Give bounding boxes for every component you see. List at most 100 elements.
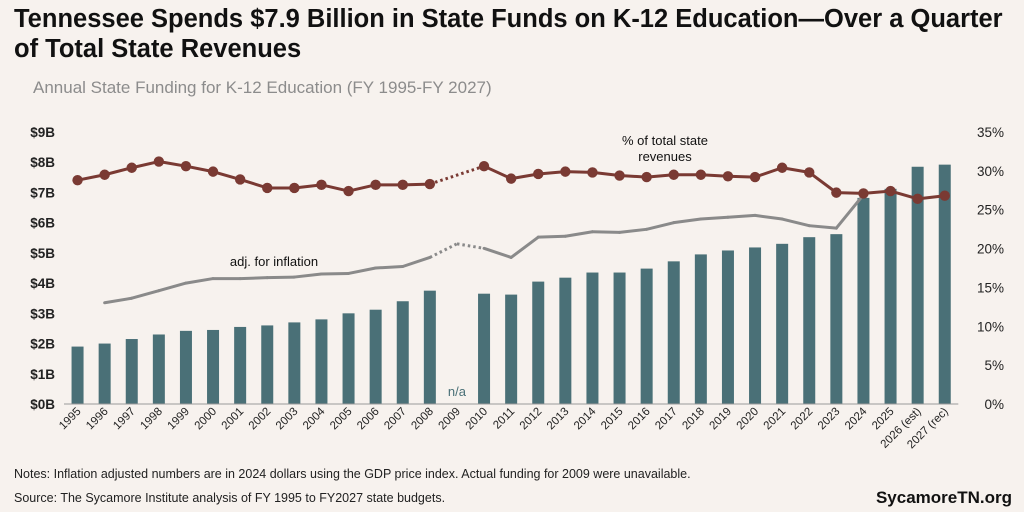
x-axis-tick-label: 2010 — [464, 406, 491, 433]
x-axis-tick-label: 2003 — [274, 406, 301, 433]
x-axis-tick-label: 1997 — [111, 406, 138, 433]
bar — [179, 330, 192, 404]
inflation-line-segment — [401, 255, 432, 268]
inflation-line-segment — [509, 235, 540, 259]
pct-revenue-point — [668, 169, 679, 180]
inflation-line-segment — [130, 289, 161, 300]
bar — [559, 277, 572, 404]
x-axis-tick-label: 2007 — [382, 406, 409, 433]
bar — [207, 329, 220, 404]
left-axis-tick-label: $7B — [30, 185, 55, 200]
bar — [342, 313, 355, 404]
right-axis-tick-label: 20% — [977, 242, 1004, 257]
inflation-line-segment — [347, 266, 378, 275]
chart-source: Source: The Sycamore Institute analysis … — [14, 491, 446, 505]
bar — [694, 254, 707, 404]
bar — [71, 346, 84, 404]
x-axis-tick-label: 2000 — [193, 406, 220, 433]
pct-revenue-point — [262, 182, 273, 194]
pct-revenue-point — [397, 179, 408, 191]
inflation-line-segment — [699, 215, 730, 221]
pct-revenue-point — [234, 174, 246, 185]
x-axis-tick-label: 2015 — [599, 406, 626, 433]
x-axis-tick-label: 2013 — [545, 406, 572, 433]
right-axis-tick-label: 10% — [977, 319, 1004, 334]
pct-revenue-point — [153, 156, 165, 167]
chart-notes: Notes: Inflation adjusted numbers are in… — [14, 467, 691, 481]
x-axis-tick-label: 2021 — [762, 406, 789, 433]
pct-revenue-point — [72, 174, 83, 186]
inflation-line-segment — [726, 213, 757, 219]
pct-revenue-line-segment — [429, 164, 485, 186]
bar — [234, 326, 247, 404]
inflation-line-segment — [645, 221, 676, 231]
right-axis-tick-label: 0% — [984, 397, 1004, 412]
pct-revenue-point — [343, 185, 354, 197]
x-axis-tick-label: 2011 — [491, 406, 517, 432]
bar — [911, 166, 924, 404]
inflation-line-segment — [456, 242, 485, 250]
bar — [125, 339, 138, 404]
inflation-line-segment — [753, 213, 784, 221]
left-axis-tick-label: $8B — [30, 155, 55, 170]
x-axis-tick-label: 2005 — [328, 406, 355, 433]
left-axis-tick-label: $1B — [30, 367, 55, 382]
right-axis-tick-label: 35% — [977, 125, 1004, 140]
left-axis-tick-label: $2B — [30, 337, 55, 352]
inflation-line-segment — [563, 230, 594, 238]
x-axis-tick-label: 1999 — [165, 406, 192, 433]
bar — [478, 293, 491, 404]
x-axis-tick-label: 2012 — [518, 406, 545, 433]
pct-revenue-line-segment — [807, 170, 838, 195]
inflation-line-segment — [429, 242, 458, 259]
x-axis-tick-label: 2023 — [816, 406, 843, 433]
inflation-line-segment — [618, 227, 649, 234]
bar — [315, 319, 328, 404]
bar — [640, 268, 653, 404]
pct-revenue-point — [912, 193, 923, 205]
bar — [288, 322, 301, 404]
x-axis-tick-label: 2006 — [355, 406, 382, 433]
x-axis-tick-label: 2018 — [680, 406, 707, 433]
x-axis-tick-label: 2020 — [735, 406, 762, 433]
inflation-line-segment — [157, 281, 188, 293]
pct-revenue-point — [641, 171, 652, 183]
inflation-line-segment — [672, 217, 703, 225]
brand-logo-text: SycamoreTN.org — [875, 488, 1012, 507]
bar — [749, 247, 762, 404]
x-axis-tick-label: 2017 — [653, 406, 680, 433]
chart-subtitle: Annual State Funding for K-12 Education … — [33, 78, 492, 97]
pct-revenue-point — [370, 179, 381, 191]
bar — [261, 325, 274, 404]
bar — [857, 197, 870, 404]
bar — [152, 334, 165, 404]
pct-revenue-point — [804, 167, 815, 178]
bar — [369, 309, 382, 404]
inflation-line-segment — [590, 230, 622, 234]
left-axis-tick-label: $3B — [30, 306, 55, 321]
inflation-line-segment — [319, 271, 351, 276]
left-axis-tick-label: $4B — [30, 276, 55, 291]
x-axis-tick-label: 2002 — [247, 406, 274, 433]
pct-revenue-point — [99, 169, 110, 180]
pct-revenue-point — [180, 160, 192, 172]
bar — [776, 243, 789, 404]
inflation-line-segment — [482, 246, 513, 259]
bar — [938, 164, 951, 404]
inflation-line-segment — [374, 264, 405, 270]
pct-revenue-point — [885, 185, 896, 197]
bar — [532, 281, 545, 404]
pct-revenue-point — [505, 173, 517, 184]
left-axis-tick-label: $5B — [30, 246, 55, 261]
inflation-line-segment — [265, 275, 296, 280]
x-axis-tick-label: 1995 — [57, 406, 84, 433]
inflation-line-segment — [807, 224, 838, 230]
inflation-line-segment — [292, 272, 323, 279]
x-axis-tick-label: 2008 — [409, 406, 436, 433]
right-axis-tick-label: 30% — [977, 164, 1004, 179]
x-axis-tick-label: 2022 — [789, 406, 816, 433]
x-axis-tick-label: 2024 — [843, 405, 870, 432]
pct-revenue-point — [695, 169, 707, 180]
bar — [98, 343, 111, 404]
x-axis-tick-label: 1998 — [138, 406, 165, 433]
